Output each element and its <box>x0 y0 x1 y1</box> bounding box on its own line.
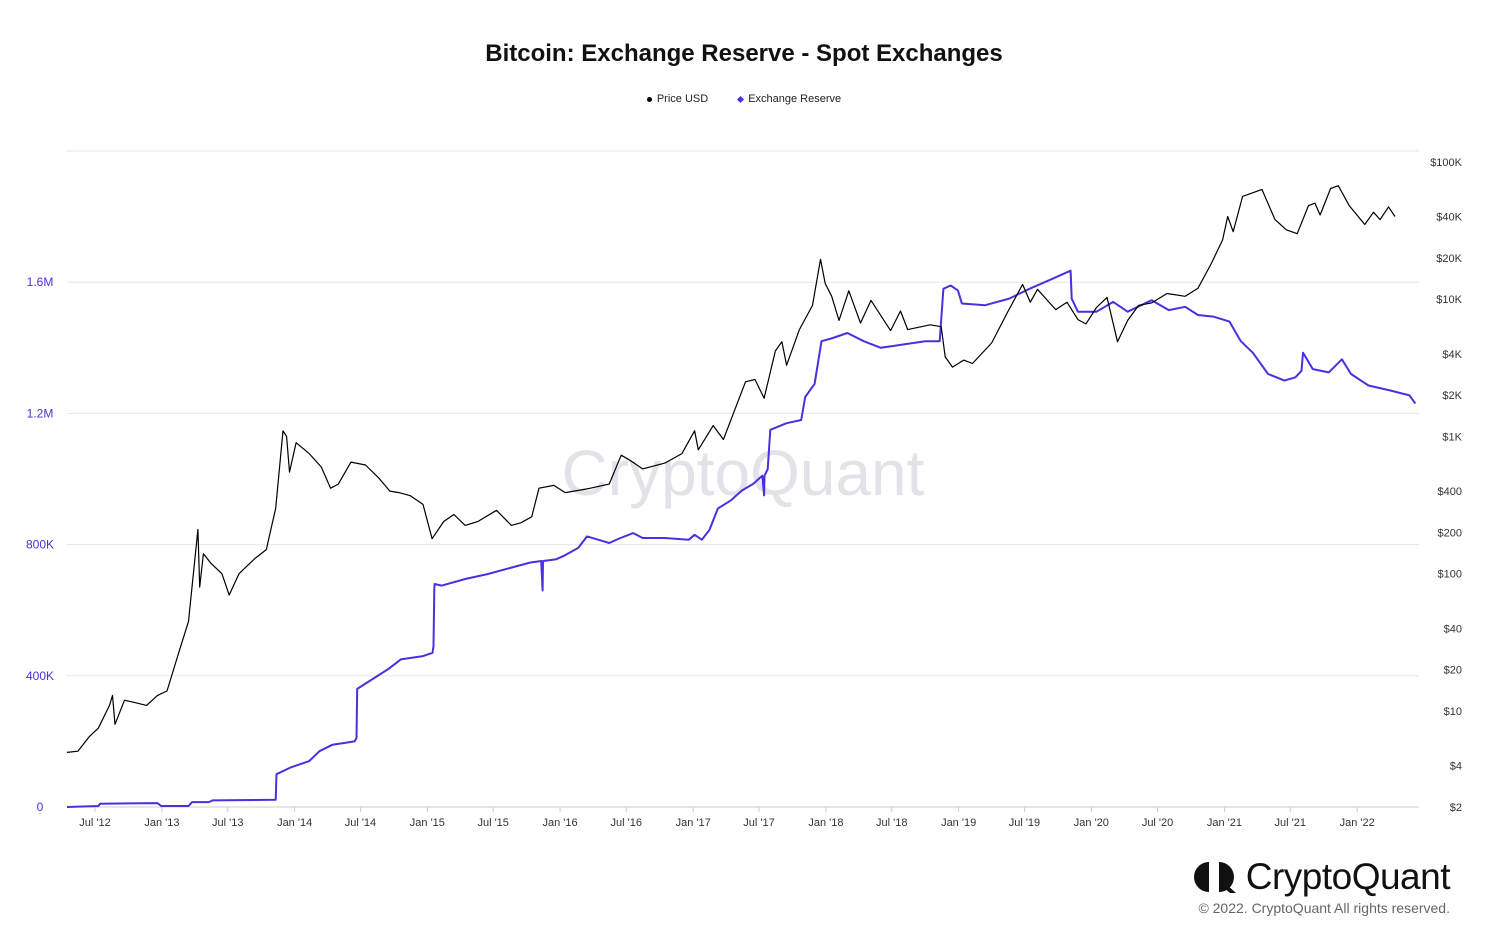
x-tick-label: Jan '18 <box>808 817 843 829</box>
copyright-text: © 2022. CryptoQuant All rights reserved. <box>1198 900 1450 916</box>
x-tick-label: Jul '14 <box>345 817 376 829</box>
y-left-tick-label: 400K <box>26 669 54 683</box>
brand-logo: CryptoQuant <box>1192 856 1451 898</box>
y-right-tick-label: $100K <box>1430 157 1462 169</box>
x-tick-label: Jul '21 <box>1275 817 1306 829</box>
y-right-tick-label: $10K <box>1436 294 1462 306</box>
y-right-tick-label: $100 <box>1438 569 1462 581</box>
legend-item-price[interactable]: Price USD <box>646 93 709 105</box>
watermark-text: CryptoQuant <box>562 437 925 509</box>
x-tick-label: Jul '17 <box>743 817 774 829</box>
y-right-tick-label: $4 <box>1450 761 1462 773</box>
x-tick-label: Jan '13 <box>144 817 179 829</box>
y-right-tick-label: $40 <box>1444 623 1462 635</box>
x-tick-label: Jan '16 <box>543 817 578 829</box>
x-tick-label: Jan '15 <box>410 817 445 829</box>
y-right-tick-label: $20 <box>1444 665 1462 677</box>
y-left-tick-label: 1.6M <box>27 275 54 289</box>
y-left-tick-label: 800K <box>26 538 54 552</box>
x-tick-label: Jul '13 <box>212 817 243 829</box>
y-right-tick-label: $10 <box>1444 706 1462 718</box>
chart-title: Bitcoin: Exchange Reserve - Spot Exchang… <box>485 40 1003 67</box>
x-axis: Jul '12 Jan '13 Jul '13 Jan '14 Jul '14 Jan '… <box>79 807 1375 829</box>
y-left-tick-label: 0 <box>37 800 44 814</box>
y-right-tick-label: $400 <box>1438 486 1462 498</box>
x-tick-label: Jul '16 <box>611 817 642 829</box>
x-tick-label: Jan '17 <box>676 817 711 829</box>
y-right-tick-label: $200 <box>1438 527 1462 539</box>
x-tick-label: Jul '18 <box>876 817 907 829</box>
y-right-tick-label: $1K <box>1442 431 1462 443</box>
chart-legend: Price USD Exchange Reserve <box>0 93 1488 105</box>
legend-label-reserve: Exchange Reserve <box>748 93 842 105</box>
x-tick-label: Jan '21 <box>1207 817 1242 829</box>
brand-name: CryptoQuant <box>1245 856 1451 897</box>
x-tick-label: Jul '19 <box>1009 817 1040 829</box>
y-right-tick-label: $40K <box>1436 212 1462 224</box>
x-tick-label: Jan '22 <box>1340 817 1375 829</box>
y-left-tick-label: 1.2M <box>27 406 54 420</box>
grid-lines <box>67 281 1419 808</box>
x-tick-label: Jul '12 <box>79 817 110 829</box>
x-tick-label: Jan '19 <box>941 817 976 829</box>
x-tick-label: Jul '15 <box>477 817 508 829</box>
x-tick-label: Jan '14 <box>277 817 312 829</box>
y-right-tick-label: $4K <box>1442 349 1462 361</box>
x-tick-label: Jul '20 <box>1142 817 1173 829</box>
legend-circle-icon <box>646 96 652 102</box>
y-right-tick-label: $20K <box>1436 253 1462 265</box>
legend-item-reserve[interactable]: Exchange Reserve <box>737 93 842 105</box>
y-right-tick-label: $2K <box>1442 390 1462 402</box>
y-right-tick-label: $2 <box>1450 802 1462 814</box>
y-axis-right: $2 $4 $10 $20 $40 $100 $200 $400 $1K $2K $4K $10K $2… <box>1430 157 1462 814</box>
price-usd-line[interactable] <box>66 185 1396 753</box>
legend-label-price: Price USD <box>656 93 709 105</box>
cryptoquant-logo-icon <box>1193 862 1236 893</box>
y-axis-left: 0 400K 800K 1.2M 1.6M <box>26 275 54 814</box>
x-tick-label: Jan '20 <box>1074 817 1109 829</box>
series-group <box>66 185 1417 808</box>
exchange-reserve-line[interactable] <box>66 269 1417 808</box>
